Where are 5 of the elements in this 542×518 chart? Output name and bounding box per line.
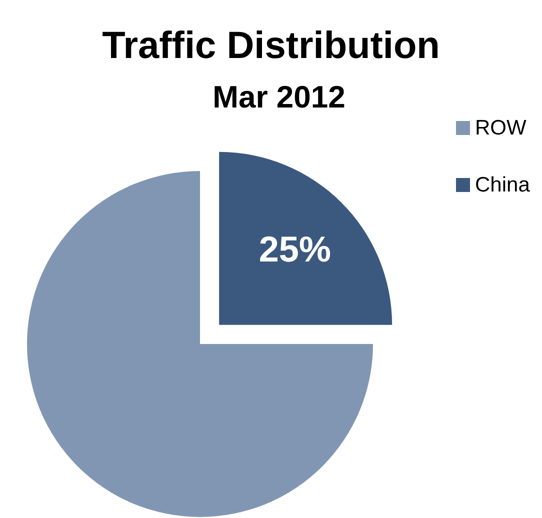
chart-subtitle: Mar 2012 bbox=[212, 80, 346, 114]
legend-label: China bbox=[475, 174, 530, 196]
legend-label: ROW bbox=[475, 116, 526, 140]
chart-title: Traffic Distribution bbox=[102, 25, 440, 67]
data-label: 25% bbox=[258, 228, 331, 270]
